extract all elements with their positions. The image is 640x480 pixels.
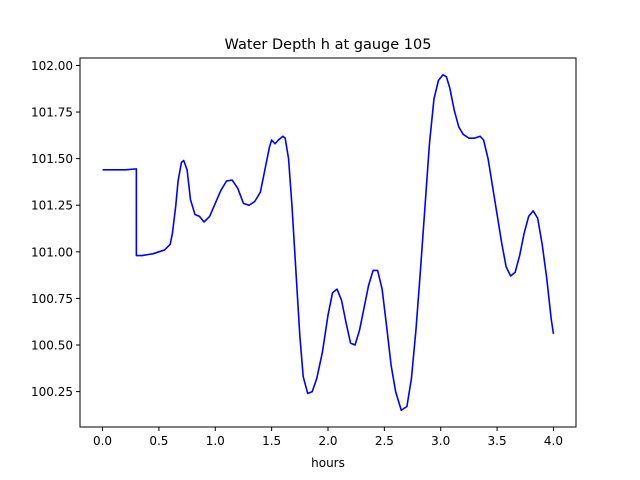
y-tick-label: 101.50 <box>31 152 73 166</box>
plot-area <box>102 73 555 412</box>
chart-title: Water Depth h at gauge 105 <box>225 37 432 53</box>
series-line-0 <box>102 73 555 412</box>
y-tick-label: 100.75 <box>31 292 73 306</box>
y-tick-label: 100.50 <box>31 339 73 353</box>
x-tick-label: 0.5 <box>149 434 168 448</box>
x-axis-ticks: 0.0 0.5 1.0 1.5 2.0 2.5 3.0 3.5 4.0 <box>93 427 563 448</box>
x-tick-label: 4.0 <box>544 434 563 448</box>
y-axis-ticks: 100.25 100.50 100.75 101.00 101.25 101.50 101.… <box>31 59 80 399</box>
y-tick-label: 101.00 <box>31 245 73 259</box>
y-tick-label: 101.25 <box>31 199 73 213</box>
x-tick-label: 2.5 <box>375 434 394 448</box>
x-tick-label: 1.0 <box>206 434 225 448</box>
y-tick-label: 102.00 <box>31 59 73 73</box>
x-tick-label: 0.0 <box>93 434 112 448</box>
x-tick-label: 2.0 <box>318 434 337 448</box>
x-tick-label: 3.5 <box>488 434 507 448</box>
x-axis-label: hours <box>311 456 345 470</box>
y-tick-label: 101.75 <box>31 106 73 120</box>
x-tick-label: 1.5 <box>262 434 281 448</box>
x-tick-label: 3.0 <box>431 434 450 448</box>
axes-frame <box>79 57 577 428</box>
y-tick-label: 100.25 <box>31 385 73 399</box>
